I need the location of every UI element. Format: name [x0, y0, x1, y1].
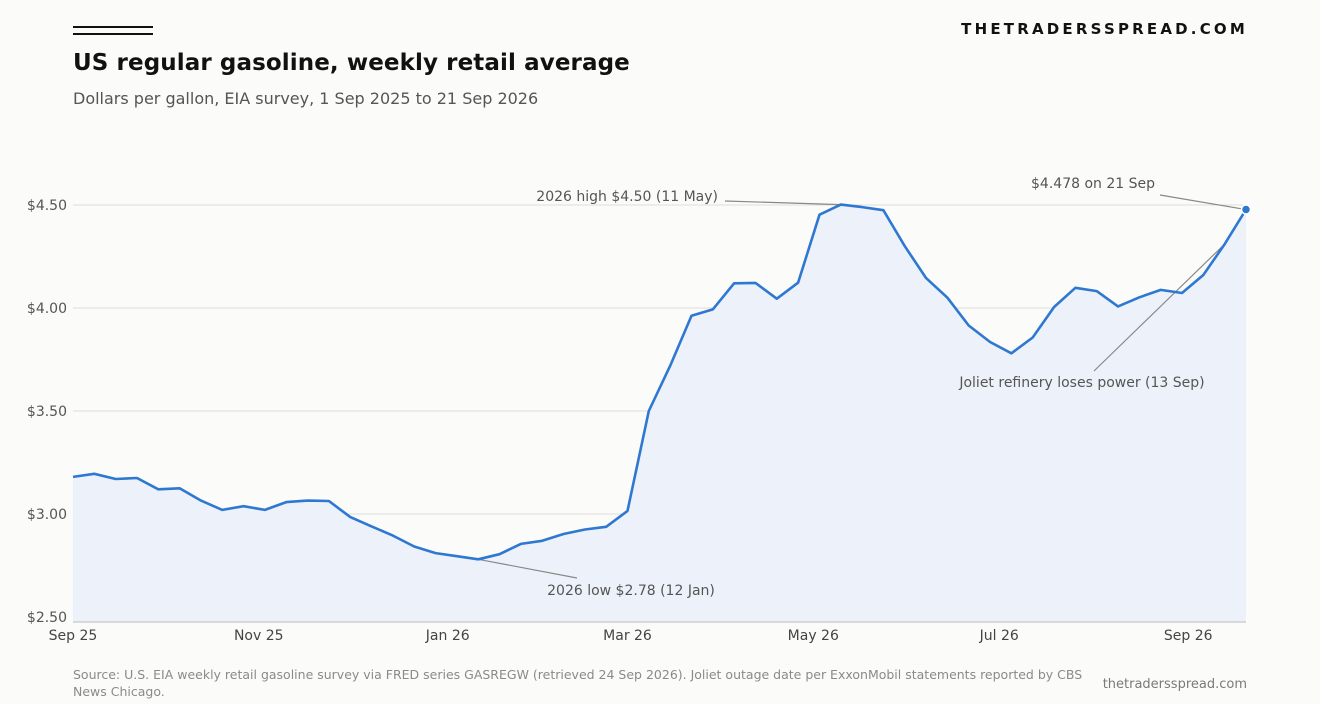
axis-layer: $4.50 $4.00 $3.50 $3.00 $2.50 Sep 25 Nov 25 Jan… [27, 198, 1252, 644]
top-rule [73, 26, 153, 35]
annotation-leader [1093, 245, 1223, 372]
annotation-label: Joliet refinery loses power (13 Sep) [958, 375, 1204, 391]
y-tick-label: $4.50 [27, 198, 67, 214]
x-tick-label: Mar 26 [603, 628, 652, 644]
chart-title: US regular gasoline, weekly retail avera… [73, 50, 630, 76]
x-tick-label: Jan 26 [425, 628, 470, 644]
annotation-leader [478, 558, 578, 579]
x-tick-label: Nov 25 [234, 628, 284, 644]
annotation-label: 2026 low $2.78 (12 Jan) [547, 583, 715, 599]
x-tick-label: Jul 26 [979, 628, 1019, 644]
annotation-label: $4.478 on 21 Sep [1031, 176, 1155, 192]
chart-subtitle: Dollars per gallon, EIA survey, 1 Sep 20… [73, 89, 539, 108]
brand-wordmark: THETRADERSSPREAD.COM [961, 20, 1248, 38]
footer-url: thetradersspread.com [1102, 677, 1247, 692]
y-tick-label: $4.00 [27, 301, 67, 317]
annotation-leader [724, 200, 841, 206]
price-area-fill [73, 204, 1246, 622]
x-tick-label: Sep 26 [1164, 628, 1213, 644]
annotation-layer: 2026 high $4.50 (11 May) 2026 low $2.78 (… [478, 176, 1247, 599]
y-tick-label: $3.00 [27, 507, 67, 523]
annotation-leader [1159, 194, 1247, 211]
x-tick-label: Sep 25 [49, 628, 98, 644]
y-tick-label: $3.50 [27, 404, 67, 420]
source-note: Source: U.S. EIA weekly retail gasoline … [73, 667, 1083, 699]
latest-value-marker [1240, 204, 1252, 215]
annotation-label: 2026 high $4.50 (11 May) [536, 189, 718, 205]
price-line [72, 203, 1248, 561]
y-tick-label: $2.50 [27, 610, 67, 626]
x-tick-label: May 26 [788, 628, 839, 644]
